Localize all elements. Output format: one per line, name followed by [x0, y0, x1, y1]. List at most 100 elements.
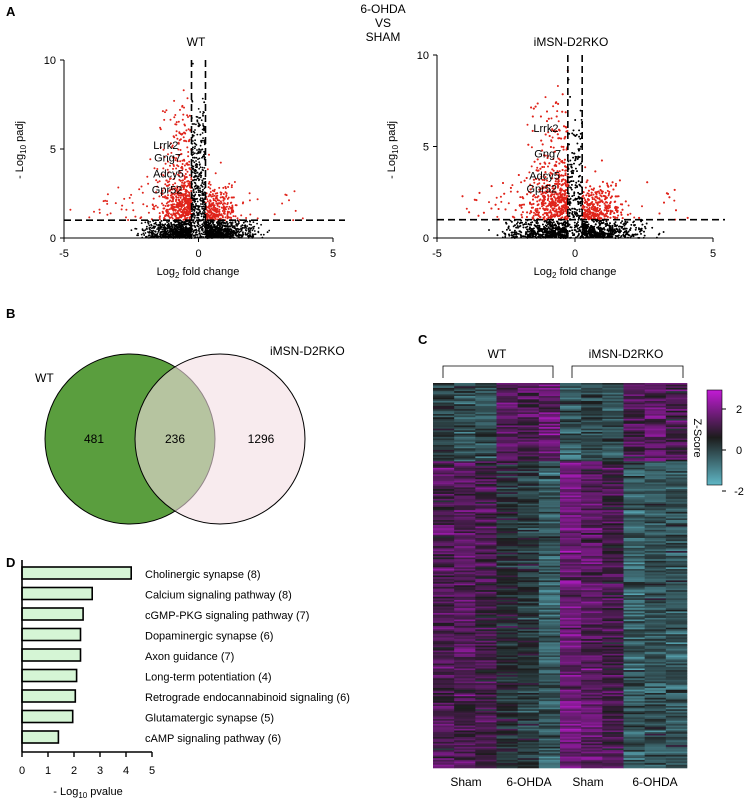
volcano-point — [194, 198, 196, 201]
volcano-point — [196, 225, 199, 227]
comparison-header: 6-OHDA VS SHAM — [360, 2, 405, 44]
volcano-point — [183, 131, 186, 134]
panel-label-b: B — [6, 306, 16, 321]
volcano-point — [151, 231, 154, 234]
volcano-point — [138, 188, 141, 191]
volcano-point — [151, 227, 153, 230]
volcano-point — [198, 228, 200, 231]
volcano-point — [208, 203, 211, 206]
volcano-point — [228, 211, 231, 213]
volcano-point — [106, 202, 109, 205]
volcano-point — [568, 230, 571, 233]
volcano-point — [205, 234, 208, 237]
volcano-point — [217, 215, 220, 218]
volcano-point — [233, 181, 236, 183]
volcano-point — [173, 136, 176, 139]
volcano-point — [153, 235, 156, 238]
volcano-point — [135, 228, 138, 230]
volcano-point — [158, 212, 161, 215]
volcano-point — [209, 193, 212, 196]
volcano-point — [193, 147, 196, 150]
volcano-point — [192, 235, 195, 237]
volcano-point — [202, 114, 204, 117]
volcano-point — [180, 227, 183, 230]
volcano-point — [644, 227, 647, 230]
volcano-point — [148, 231, 151, 234]
volcano-point — [196, 133, 199, 136]
volcano-point — [578, 210, 581, 213]
volcano-point — [192, 191, 195, 194]
volcano-point — [177, 216, 180, 219]
volcano-point — [225, 231, 228, 233]
volcano-point — [220, 213, 223, 216]
volcano-point — [224, 216, 227, 219]
volcano-point — [185, 189, 188, 192]
volcano-point — [194, 220, 197, 223]
volcano-point — [573, 152, 575, 155]
volcano-point — [171, 226, 174, 228]
volcano-point — [194, 129, 196, 131]
volcano-point — [256, 198, 259, 201]
volcano-point — [538, 225, 541, 228]
volcano-point — [201, 166, 204, 169]
volcano-point — [187, 223, 190, 226]
volcano-point — [232, 234, 235, 236]
volcano-point — [165, 209, 168, 212]
volcano-point — [203, 101, 206, 104]
volcano-point — [190, 178, 193, 181]
volcano-point — [93, 210, 95, 213]
volcano-point — [206, 168, 209, 171]
volcano-point — [202, 189, 204, 191]
volcano-point — [244, 229, 247, 231]
volcano-point — [200, 139, 203, 142]
volcano-point — [251, 233, 254, 236]
volcano-point — [191, 168, 194, 171]
volcano-point — [219, 191, 222, 194]
volcano-point — [216, 209, 218, 212]
volcano-point — [158, 229, 161, 232]
volcano-point — [225, 225, 228, 228]
volcano-point — [219, 196, 222, 199]
volcano-point — [216, 204, 219, 207]
panel-label-c: C — [418, 332, 428, 347]
volcano-point — [224, 187, 227, 190]
volcano-point — [169, 232, 172, 234]
volcano-point — [201, 225, 204, 228]
volcano-point — [130, 229, 133, 232]
volcano-point — [143, 229, 145, 232]
volcano-point — [247, 227, 250, 230]
volcano-point — [183, 177, 186, 180]
volcano-point — [201, 169, 204, 171]
volcano-point — [202, 221, 205, 224]
volcano-point — [201, 199, 204, 202]
volcano-point — [211, 212, 214, 215]
volcano-point — [181, 232, 184, 234]
volcano-point — [230, 232, 233, 235]
volcano-point — [230, 207, 233, 210]
panel-label-d: D — [6, 555, 16, 570]
volcano-point — [194, 174, 197, 177]
volcano-point — [196, 152, 198, 155]
volcano-point — [572, 199, 575, 202]
volcano-point — [195, 191, 198, 194]
volcano-point — [226, 220, 228, 223]
volcano-point — [150, 233, 153, 235]
volcano-point — [577, 218, 580, 221]
volcano-point — [193, 176, 195, 179]
volcano-point — [140, 233, 143, 236]
volcano-point — [202, 236, 205, 238]
volcano-point — [184, 227, 187, 230]
volcano-point — [174, 235, 177, 238]
volcano-point — [175, 205, 178, 208]
volcano-point — [156, 232, 159, 235]
volcano-point — [192, 221, 194, 224]
volcano-point — [150, 230, 153, 232]
volcano-point — [161, 110, 164, 113]
volcano-point — [214, 192, 217, 195]
volcano-point — [197, 191, 200, 194]
volcano-point — [206, 198, 209, 201]
volcano-point — [184, 234, 187, 237]
volcano-point — [244, 232, 247, 234]
volcano-point — [199, 198, 202, 201]
